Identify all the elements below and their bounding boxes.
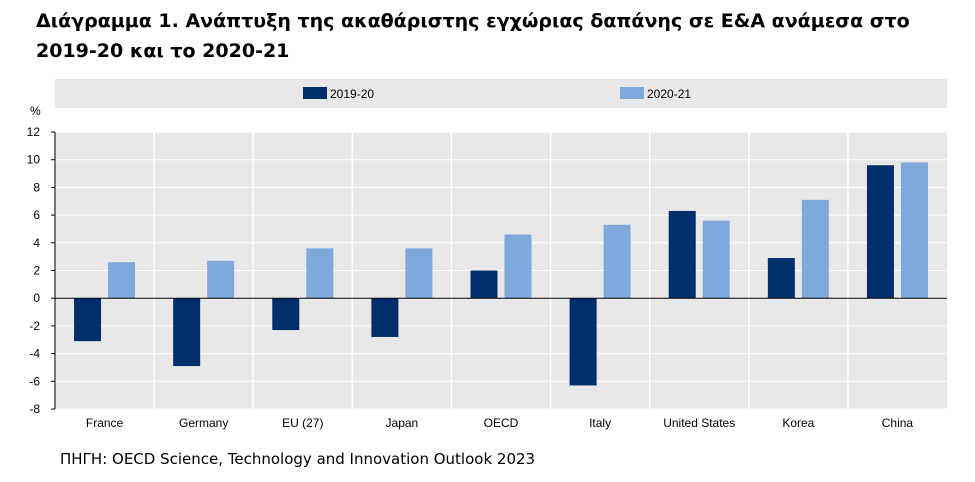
bar-2019-20-germany [173,298,201,367]
bar-2019-20-china [866,165,894,299]
bar-2020-21-italy [603,224,631,299]
chart-title: Διάγραμμα 1. Ανάπτυξη της ακαθάριστης εγ… [36,10,910,62]
x-tick-label: EU (27) [282,416,323,430]
source-note: ΠΗΓΗ: OECD Science, Technology and Innov… [60,450,536,468]
y-tick-label: 12 [27,125,41,139]
legend-swatch-2019-20 [303,87,327,99]
bar-2019-20-eu-27- [272,298,300,331]
x-tick-label: Germany [179,416,228,430]
x-tick-label: France [86,416,124,430]
bar-2020-21-eu-27- [306,248,334,299]
bar-2019-20-italy [569,298,597,386]
legend-background [55,79,947,108]
legend-swatch-2020-21 [620,87,644,99]
bar-2019-20-oecd [470,270,498,299]
bar-2020-21-united-states [702,220,730,299]
y-tick-label: -2 [29,319,40,333]
bar-2019-20-united-states [668,210,696,299]
y-tick-label: 0 [33,291,40,305]
x-tick-label: United States [663,416,735,430]
bar-2020-21-china [900,162,928,299]
bar-2019-20-japan [371,298,399,337]
x-tick-label: China [882,416,914,430]
bar-2019-20-france [74,298,102,342]
y-tick-label: 4 [33,236,40,250]
y-tick-label: 2 [33,264,40,278]
legend-label-2020-21: 2020-21 [647,87,691,101]
bar-2020-21-oecd [504,234,532,299]
bar-2020-21-germany [207,260,235,299]
y-axis-unit-label: % [30,104,41,118]
y-tick-label: -6 [29,374,40,388]
y-tick-label: -4 [29,347,40,361]
x-tick-label: Korea [782,416,814,430]
bar-2020-21-korea [801,199,829,299]
y-tick-label: 10 [27,153,41,167]
y-tick-label: -8 [29,402,40,416]
y-tick-label: 6 [33,208,40,222]
y-tick-label: 8 [33,180,40,194]
legend-label-2019-20: 2019-20 [330,87,374,101]
x-tick-label: Japan [386,416,419,430]
bar-2020-21-japan [405,248,433,299]
x-tick-label: Italy [589,416,611,430]
bar-2019-20-korea [767,258,795,299]
bar-2020-21-france [108,262,136,299]
x-tick-label: OECD [484,416,519,430]
